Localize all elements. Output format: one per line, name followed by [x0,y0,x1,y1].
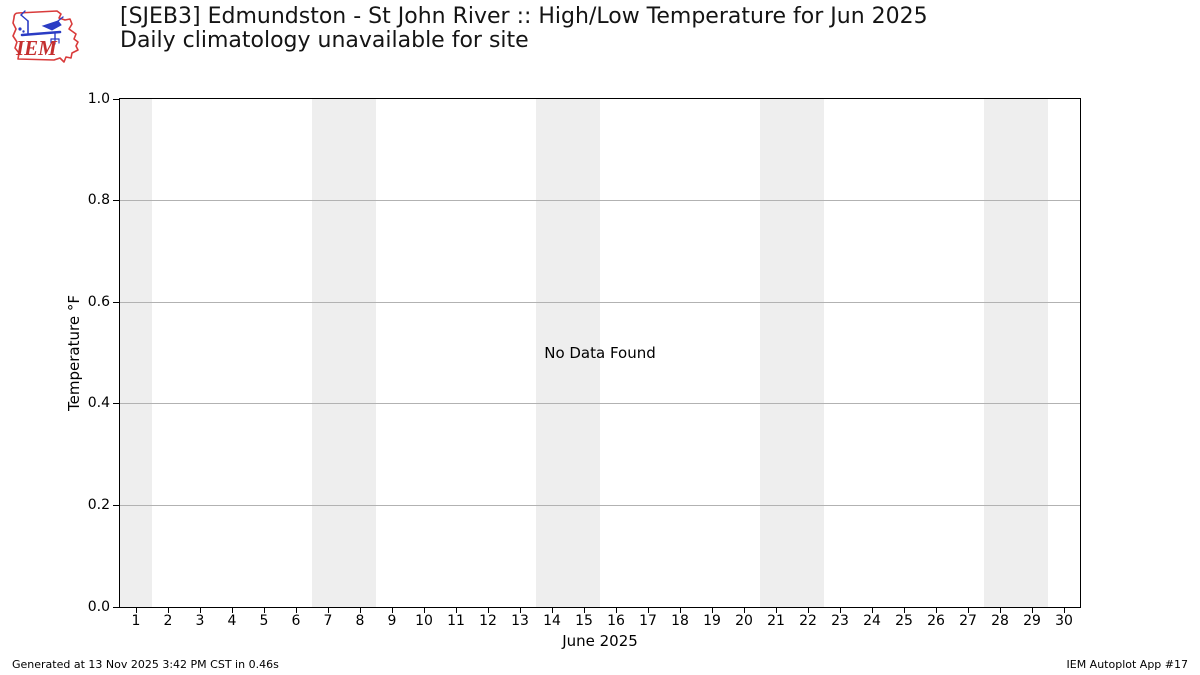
weekend-band [312,99,376,607]
x-tick-mark [199,608,201,613]
x-tick-mark [839,608,841,613]
y-tick-label: 1.0 [87,90,110,107]
x-tick-mark [711,608,713,613]
y-tick-label: 0.2 [87,496,110,513]
x-tick-mark [167,608,169,613]
gridlines-layer [120,99,1080,607]
y-tick-label: 0.4 [87,395,110,412]
title-block: [SJEB3] Edmundston - St John River :: Hi… [120,5,928,53]
x-tick-mark [263,608,265,613]
x-tick-label: 3 [195,613,205,629]
x-tick-mark [1063,608,1065,613]
x-tick-label: 7 [323,613,333,629]
y-tick-label: 0.8 [87,192,110,209]
x-tick-label: 15 [575,613,593,629]
weather-vane-icon [18,10,64,45]
x-tick-label: 9 [387,613,397,629]
gridline [120,403,1080,405]
x-tick-label: 24 [863,613,881,629]
x-tick-mark [967,608,969,613]
x-tick-mark [999,608,1001,613]
y-tick-mark [113,301,119,303]
figure-title: [SJEB3] Edmundston - St John River :: Hi… [120,4,928,29]
iem-logo: IEM [12,10,79,63]
x-tick-mark [743,608,745,613]
x-tick-mark [519,608,521,613]
weekend-band [760,99,824,607]
x-tick-label: 14 [543,613,561,629]
x-tick-mark [583,608,585,613]
x-tick-label: 26 [927,613,945,629]
gridline [120,504,1080,506]
y-tick-label: 0.0 [87,598,110,615]
x-tick-mark [327,608,329,613]
x-tick-mark [1031,608,1033,613]
x-tick-mark [359,608,361,613]
x-tick-label: 20 [735,613,753,629]
footer-generated-text: Generated at 13 Nov 2025 3:42 PM CST in … [12,658,279,671]
x-tick-label: 2 [163,613,173,629]
x-tick-mark [807,608,809,613]
x-tick-label: 10 [415,613,433,629]
x-tick-mark [935,608,937,613]
x-tick-label: 29 [1023,613,1041,629]
x-tick-mark [647,608,649,613]
x-tick-mark [391,608,393,613]
x-tick-label: 1 [131,613,141,629]
footer-app-text: IEM Autoplot App #17 [1066,658,1189,671]
plot-area: No Data Found [119,98,1081,608]
x-tick-label: 30 [1055,613,1073,629]
x-axis-label: June 2025 [562,632,638,650]
y-tick-mark [113,200,119,202]
y-tick-mark [113,98,119,100]
y-axis-label: Temperature °F [65,295,83,411]
x-tick-label: 27 [959,613,977,629]
x-tick-label: 8 [355,613,365,629]
x-tick-mark [679,608,681,613]
weekend-band [984,99,1048,607]
x-tick-mark [551,608,553,613]
x-tick-mark [615,608,617,613]
x-tick-mark [135,608,137,613]
y-tick-mark [113,403,119,405]
x-tick-label: 4 [227,613,237,629]
gridline [120,301,1080,303]
x-tick-mark [487,608,489,613]
x-tick-label: 21 [767,613,785,629]
x-tick-label: 11 [447,613,465,629]
x-tick-mark [295,608,297,613]
weekend-band [120,99,152,607]
x-tick-mark [871,608,873,613]
y-tick-mark [113,504,119,506]
weekend-band [536,99,600,607]
x-tick-label: 5 [259,613,269,629]
iowa-outline-icon [12,10,79,63]
x-tick-mark [775,608,777,613]
x-tick-label: 19 [703,613,721,629]
x-tick-label: 28 [991,613,1009,629]
iem-logo-text: IEM [15,36,58,60]
figure-subtitle: Daily climatology unavailable for site [120,28,529,53]
x-tick-label: 25 [895,613,913,629]
y-tick-label: 0.6 [87,293,110,310]
weekend-bands-layer [120,99,1080,607]
x-tick-label: 13 [511,613,529,629]
x-tick-mark [455,608,457,613]
no-data-text: No Data Found [544,344,656,362]
x-tick-label: 6 [291,613,301,629]
y-tick-mark [113,606,119,608]
x-tick-mark [231,608,233,613]
x-tick-label: 22 [799,613,817,629]
x-tick-mark [423,608,425,613]
x-tick-mark [903,608,905,613]
x-tick-label: 17 [639,613,657,629]
x-tick-label: 12 [479,613,497,629]
gridline [120,200,1080,202]
x-tick-label: 18 [671,613,689,629]
x-tick-label: 23 [831,613,849,629]
x-tick-label: 16 [607,613,625,629]
